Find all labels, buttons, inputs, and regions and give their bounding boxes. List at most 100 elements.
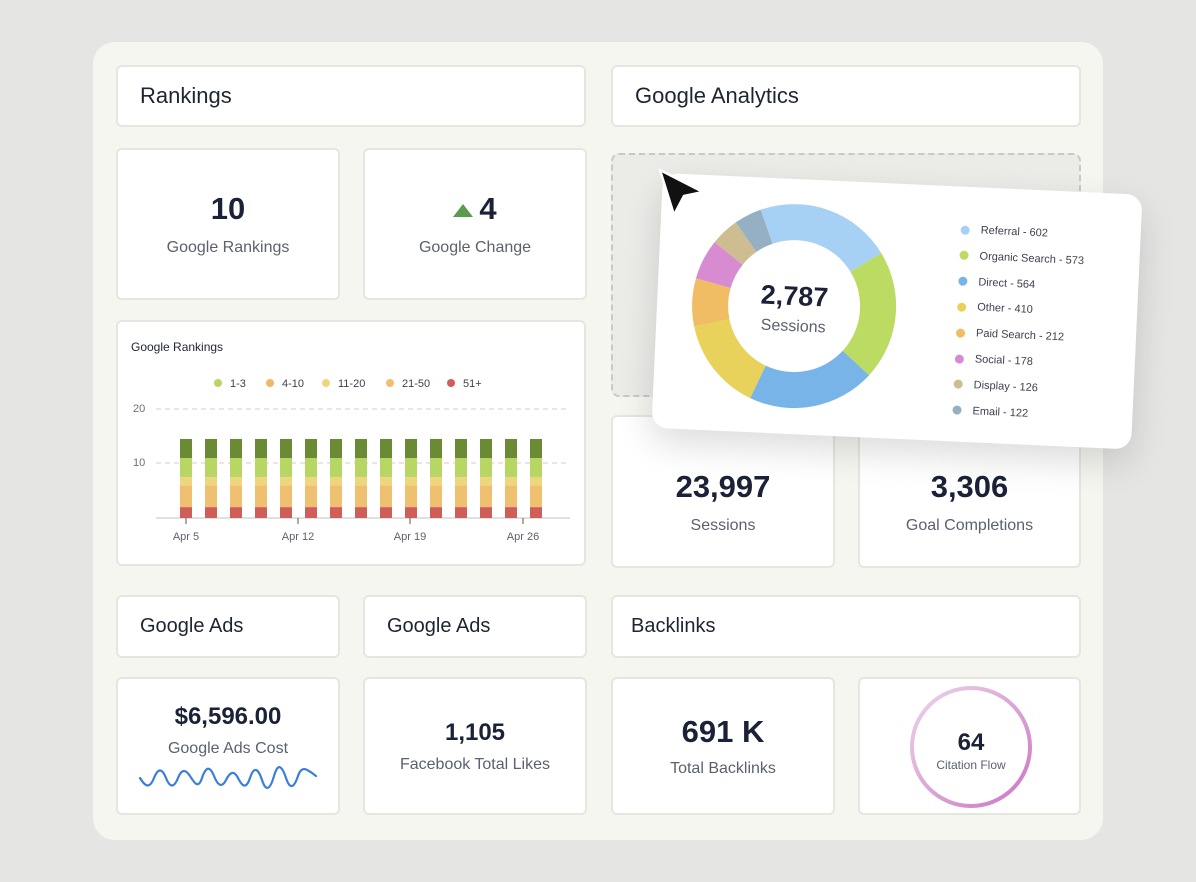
rankings-header-title: Rankings [140,83,232,108]
sessions-card: 23,997 Sessions [611,415,835,568]
bar-segment [405,485,417,508]
bar-segment [330,438,342,459]
bar-segment [380,438,392,459]
sessions-donut-chart: 2,787 Sessions [692,204,897,409]
donut-legend-label: Email - 122 [972,404,1029,420]
bar-segment [255,438,267,459]
bar-segment [305,458,317,478]
google-rankings-value: 10 [210,191,246,226]
backlinks-header: Backlinks [611,595,1081,658]
donut-legend-label: Display - 126 [973,379,1039,395]
x-tick-label: Apr 12 [282,531,314,543]
bar-segment [530,507,542,518]
bar-segment [230,485,242,508]
legend-label: 21-50 [402,378,430,390]
total-backlinks-label: Total Backlinks [670,760,776,777]
google-change-label: Google Change [418,239,532,256]
google-ads-cost-value: $6,596.00 [174,703,282,730]
bar-segment [530,458,542,478]
bar-segment [180,485,192,508]
legend-label: 51+ [463,378,482,390]
donut-legend-item: Email - 122 [952,404,1028,419]
donut-legend-label: Other - 410 [976,301,1034,317]
bar-segment [430,485,442,508]
bar-segment [380,485,392,508]
x-tick-label: Apr 5 [173,531,199,543]
facebook-likes-label: Facebook Total Likes [399,755,550,773]
bar-segment [505,507,517,518]
donut-segments [692,204,897,409]
bar-segment [205,458,217,478]
x-tick-label: Apr 26 [507,531,539,543]
bar-segment [380,477,392,486]
legend-dot [447,379,455,387]
legend-dot [960,225,970,235]
bar-segment [230,458,242,478]
bar-segment [330,507,342,518]
bar-segment [205,485,217,508]
cost-sparkline [138,766,318,789]
up-triangle-icon [453,204,474,218]
donut-segment [714,222,757,265]
legend-dot [958,276,968,287]
bar-segment [205,507,217,518]
total-backlinks-value: 691 K [681,714,765,749]
facebook-likes-card: 1,105 Facebook Total Likes [363,677,587,815]
google-rankings-chart: Google Rankings 1-3 4-10 11-20 21-50 51+ 20 … [131,340,570,543]
bar-segment [280,507,292,518]
legend-dot [959,250,969,261]
sessions-label: Sessions [690,516,756,534]
bar-segment [205,477,217,486]
total-backlinks-card: 691 K Total Backlinks [611,677,835,815]
legend-dot [214,379,222,387]
google-analytics-header-title: Google Analytics [635,83,799,108]
bar-segment [380,458,392,478]
bar-segment [405,458,417,478]
donut-legend-item: Referral - 602 [960,224,1048,240]
bar-segment [305,507,317,518]
bar-segment [180,438,192,459]
donut-segment [694,319,766,399]
legend-dot [386,379,394,387]
chart-bars [180,438,542,518]
bar-segment [280,458,292,478]
bar-segment [480,438,492,459]
google-ads-header-1-title: Google Ads [140,615,244,637]
google-change-row: 4 [453,191,497,227]
donut-segment [692,278,731,327]
donut-legend-label: Social - 178 [974,353,1034,368]
google-ads-header-2: Google Ads [363,595,587,658]
bar-segment [455,458,467,478]
google-analytics-header: Google Analytics [611,65,1081,127]
chart-legend: 1-3 4-10 11-20 21-50 51+ [214,378,482,390]
bar-segment [505,458,517,478]
donut-legend-item: Organic Search - 573 [959,249,1084,267]
bar-segment [330,458,342,478]
bar-segment [355,458,367,478]
bar-segment [430,458,442,478]
bar-segment [530,438,542,459]
backlinks-header-title: Backlinks [631,615,716,637]
bar-segment [180,507,192,518]
google-change-card: 4 Google Change [363,148,587,300]
bar-segment [230,477,242,486]
bar-segment [255,485,267,508]
y-tick-10: 10 [133,457,145,469]
google-ads-cost-card: $6,596.00 Google Ads Cost [116,677,340,815]
sessions-donut-widget[interactable]: 2,787 Sessions Referral - 602 Organic Sea… [651,173,1143,450]
bar-segment [430,507,442,518]
bar-segment [480,477,492,486]
google-ads-cost-label: Google Ads Cost [167,740,289,757]
donut-segment [842,252,897,376]
y-tick-20: 20 [133,403,145,415]
legend-dot [955,328,966,338]
bar-segment [355,477,367,486]
bar-segment [255,507,267,518]
donut-center-label: Sessions [760,317,826,337]
donut-segment [735,209,773,252]
bar-segment [180,477,192,486]
donut-legend-label: Paid Search - 212 [975,327,1065,344]
legend-dot [957,302,967,312]
bar-segment [355,507,367,518]
legend-label: 4-10 [282,378,304,390]
